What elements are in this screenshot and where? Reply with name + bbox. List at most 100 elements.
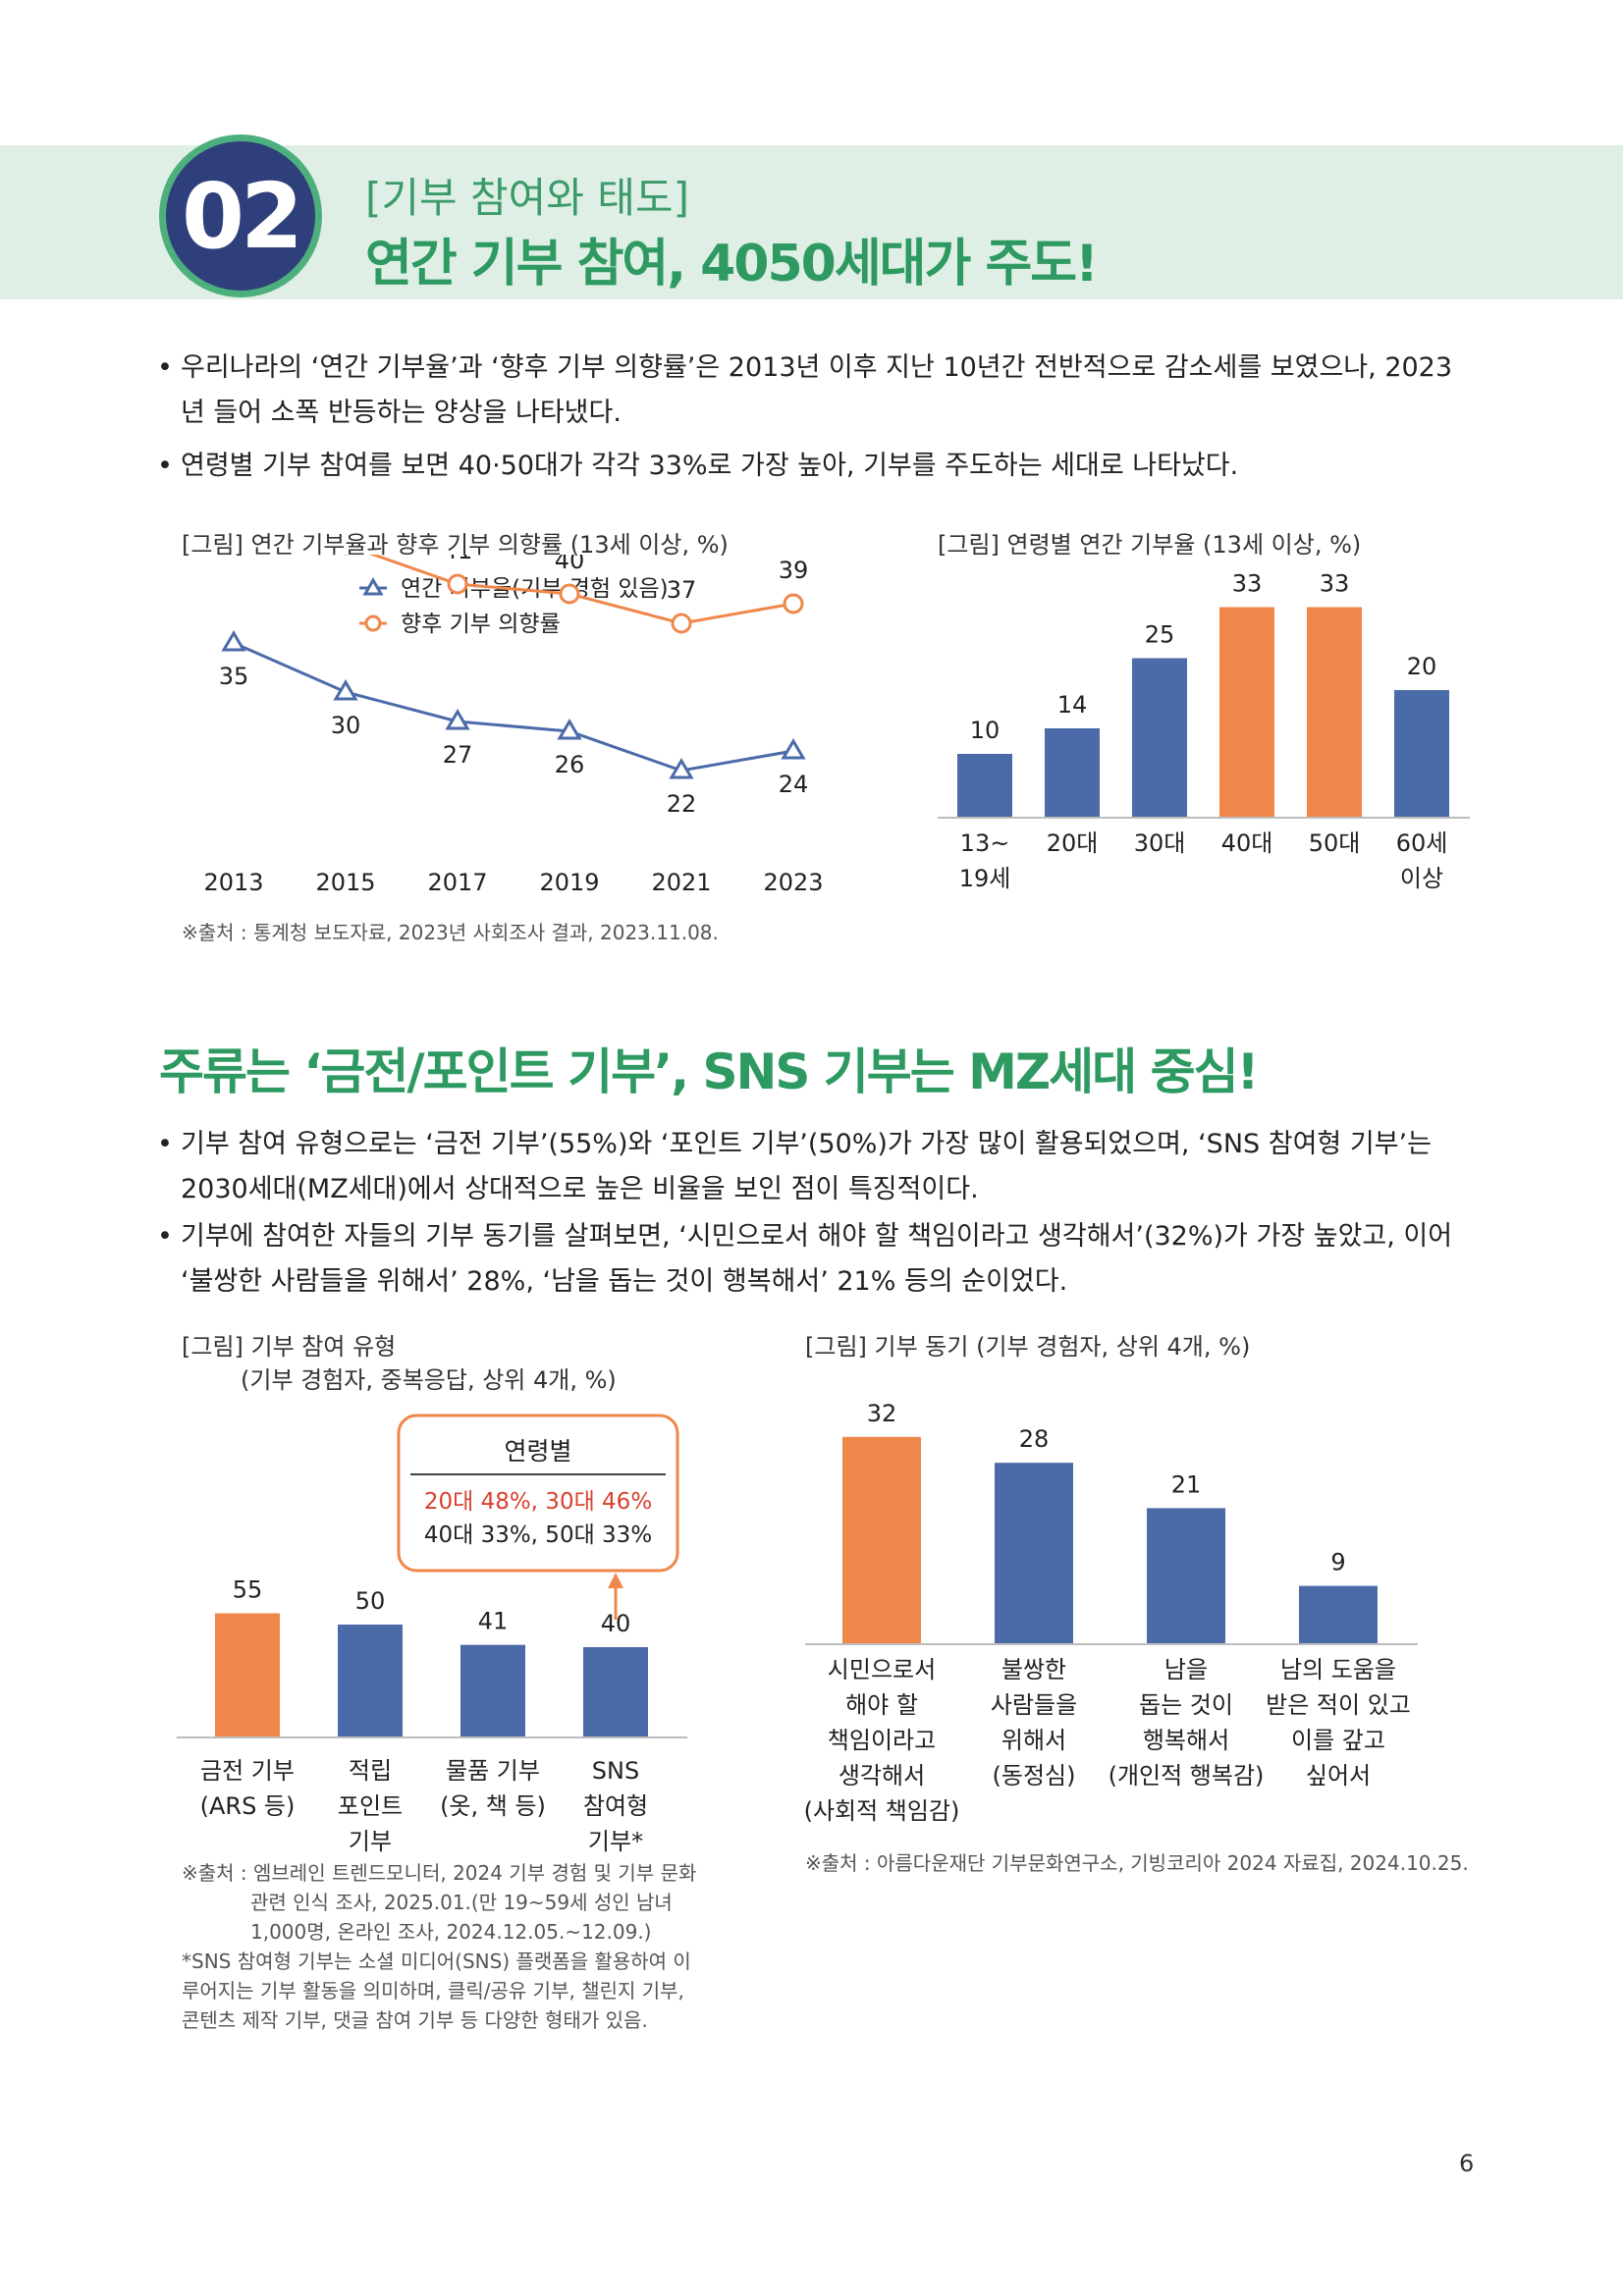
bar xyxy=(1132,658,1187,818)
bar-value-label: 20 xyxy=(1407,653,1437,680)
callout-line-1: 20대 48%, 30대 46% xyxy=(424,1489,652,1515)
subsection-heading: 주류는 ‘금전/포인트 기부’, SNS 기부는 MZ세대 중심! xyxy=(159,1043,1259,1100)
bar-value-label: 21 xyxy=(1171,1470,1202,1498)
source-line: ※출처 : 엠브레인 트렌드모니터, 2024 기부 경험 및 기부 문화 xyxy=(182,1861,697,1885)
data-point xyxy=(559,583,580,605)
bullet-text: 우리나라의 ‘연간 기부율’과 ‘향후 기부 의향률’은 2013년 이후 지난… xyxy=(181,352,1453,428)
category-label: 19세 xyxy=(959,865,1011,892)
category-label: 행복해서 xyxy=(1143,1727,1229,1754)
data-point xyxy=(671,613,692,634)
category-label: 남을 xyxy=(1164,1656,1208,1683)
source-note-1: ※출처 : 통계청 보도자료, 2023년 사회조사 결과, 2023.11.0… xyxy=(182,921,719,944)
data-label: 24 xyxy=(779,771,809,798)
bar xyxy=(338,1625,403,1737)
section-title: 연간 기부 참여, 4050세대가 주도! xyxy=(365,235,1099,294)
bar-value-label: 28 xyxy=(1019,1425,1050,1453)
category-label: 불쌍한 xyxy=(1001,1656,1066,1683)
data-label: 41 xyxy=(443,555,473,564)
category-label: 포인트 xyxy=(338,1792,403,1820)
source-line: 루어지는 기부 활동을 의미하며, 클릭/공유 기부, 챌린지 기부, xyxy=(182,1979,684,2002)
bullet-item: • 기부에 참여한 자들의 기부 동기를 살펴보면, ‘시민으로서 해야 할 책… xyxy=(157,1214,1473,1305)
data-point xyxy=(669,758,694,779)
source-line: 1,000명, 온라인 조사, 2024.12.05.~12.09.) xyxy=(250,1920,652,1944)
data-label: 22 xyxy=(667,790,697,818)
category-label: 해야 할 xyxy=(845,1691,918,1719)
bullet-item: • 우리나라의 ‘연간 기부율’과 ‘향후 기부 의향률’은 2013년 이후 … xyxy=(157,346,1473,436)
data-point xyxy=(781,738,806,760)
x-tick-label: 2021 xyxy=(651,869,711,896)
data-label: 37 xyxy=(667,576,697,604)
source-line: *SNS 참여형 기부는 소셜 미디어(SNS) 플랫폼을 활용하여 이 xyxy=(182,1949,691,1973)
category-label: 30대 xyxy=(1134,829,1186,857)
series-line-1 xyxy=(368,555,794,625)
bar xyxy=(1299,1585,1378,1644)
category-label: 생각해서 xyxy=(839,1762,925,1789)
x-tick-label: 2013 xyxy=(203,869,263,896)
category-label: 이상 xyxy=(1400,865,1443,892)
source-note-3: ※출처 : 엠브레인 트렌드모니터, 2024 기부 경험 및 기부 문화 관련… xyxy=(182,1858,712,2035)
category-label: 남의 도움을 xyxy=(1280,1656,1396,1683)
chart-caption-type-sub: (기부 경험자, 중복응답, 상위 4개, %) xyxy=(241,1366,617,1394)
bar xyxy=(1394,690,1449,818)
category-label: 사람들을 xyxy=(991,1691,1077,1719)
line-chart-donation-trend: 연간 기부율(기부 경험 있음)향후 기부 의향률353027262224484… xyxy=(203,555,824,896)
bar-value-label: 9 xyxy=(1330,1549,1345,1576)
category-label: (사회적 책임감) xyxy=(804,1797,960,1825)
category-label: 50대 xyxy=(1309,829,1361,857)
bar-value-label: 50 xyxy=(355,1587,386,1615)
category-label: (ARS 등) xyxy=(200,1792,296,1820)
bullet-dot-icon: • xyxy=(157,352,173,383)
category-label: 받은 적이 있고 xyxy=(1266,1691,1411,1719)
chart-caption-motive: [그림] 기부 동기 (기부 경험자, 상위 4개, %) xyxy=(805,1333,1251,1361)
bar xyxy=(460,1644,525,1737)
bullet-dot-icon: • xyxy=(157,451,173,481)
bullet-dot-icon: • xyxy=(157,1221,173,1252)
data-point xyxy=(445,709,470,730)
bar xyxy=(842,1436,921,1644)
x-tick-label: 2023 xyxy=(763,869,823,896)
category-label: 20대 xyxy=(1047,829,1099,857)
series-line-0 xyxy=(233,641,794,773)
bar xyxy=(957,754,1012,818)
data-label: 26 xyxy=(555,751,585,778)
category-label: 적립 xyxy=(349,1757,392,1785)
data-point xyxy=(783,593,804,614)
data-point xyxy=(557,719,582,740)
data-label: 30 xyxy=(331,712,361,739)
category-label: 책임이라고 xyxy=(828,1727,936,1754)
category-label: 위해서 xyxy=(1001,1727,1066,1754)
bullet-dot-icon: • xyxy=(157,1129,173,1159)
legend-label: 연간 기부율(기부 경험 있음) xyxy=(401,576,669,602)
category-label: (옷, 책 등) xyxy=(440,1792,546,1820)
legend-triangle-icon xyxy=(362,576,384,596)
x-tick-label: 2015 xyxy=(315,869,375,896)
callout-line-2: 40대 33%, 50대 33% xyxy=(424,1522,652,1548)
section-number-badge: 02 xyxy=(159,134,322,297)
section-subtitle: [기부 참여와 태도] xyxy=(365,174,689,222)
bar-value-label: 55 xyxy=(233,1576,263,1604)
bar xyxy=(1307,607,1362,818)
category-label: 참여형 xyxy=(583,1792,648,1820)
page-number: 6 xyxy=(1459,2150,1475,2177)
bar-value-label: 10 xyxy=(970,717,1001,744)
bar-value-label: 33 xyxy=(1320,570,1350,598)
category-label: 금전 기부 xyxy=(200,1757,295,1785)
source-note-4: ※출처 : 아름다운재단 기부문화연구소, 기빙코리아 2024 자료집, 20… xyxy=(805,1851,1469,1875)
callout-title: 연령별 xyxy=(504,1437,571,1466)
bar xyxy=(583,1647,648,1737)
bar-value-label: 41 xyxy=(478,1608,509,1635)
category-label: 기부 xyxy=(349,1828,392,1855)
data-label: 40 xyxy=(555,555,585,574)
bar xyxy=(1147,1508,1225,1644)
bar xyxy=(1219,607,1274,818)
bar xyxy=(1045,728,1100,818)
bullet-item: • 연령별 기부 참여를 보면 40·50대가 각각 33%로 가장 높아, 기… xyxy=(157,444,1473,489)
data-point xyxy=(333,679,358,701)
data-point xyxy=(447,573,468,595)
category-label: 60세 xyxy=(1396,829,1448,857)
bullet-text: 기부에 참여한 자들의 기부 동기를 살펴보면, ‘시민으로서 해야 할 책임이… xyxy=(181,1221,1453,1297)
arrow-up-icon xyxy=(608,1573,623,1588)
